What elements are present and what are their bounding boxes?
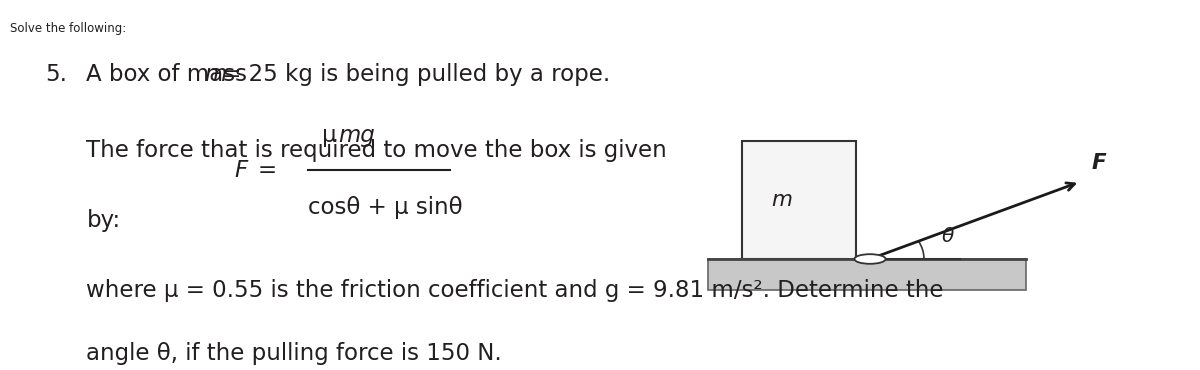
Text: angle θ, if the pulling force is 150 N.: angle θ, if the pulling force is 150 N. (86, 342, 502, 365)
Text: mg: mg (338, 124, 376, 147)
Text: θ: θ (942, 227, 954, 246)
Text: = 25 kg is being pulled by a rope.: = 25 kg is being pulled by a rope. (215, 63, 610, 86)
Text: cosθ + μ sinθ: cosθ + μ sinθ (308, 196, 463, 219)
Text: A box of mass: A box of mass (86, 63, 254, 86)
Text: μ: μ (322, 124, 336, 147)
Text: =: = (258, 159, 277, 182)
Text: m: m (204, 63, 227, 86)
Text: The force that is required to move the box is given: The force that is required to move the b… (86, 139, 667, 162)
Bar (708, 259, 1026, 290)
Text: where μ = 0.55 is the friction coefficient and g = 9.81 m/s². Determine the: where μ = 0.55 is the friction coefficie… (86, 279, 944, 302)
Text: Solve the following:: Solve the following: (10, 22, 126, 35)
Text: F: F (234, 159, 247, 182)
Text: m: m (772, 190, 792, 210)
Text: F: F (1092, 152, 1106, 172)
Text: by:: by: (86, 209, 120, 232)
Circle shape (854, 254, 886, 264)
Bar (742, 141, 856, 259)
Text: 5.: 5. (46, 63, 67, 86)
